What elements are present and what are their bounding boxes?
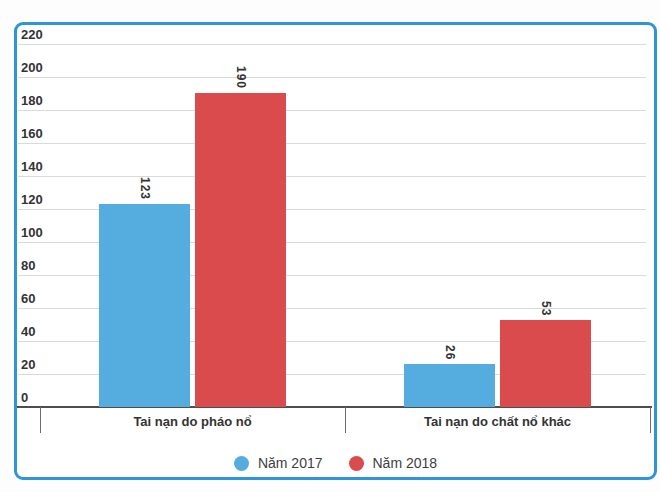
x-axis-tick: [650, 407, 651, 433]
y-axis-label: 80: [21, 258, 35, 273]
bar[interactable]: [500, 320, 591, 407]
gridline: [18, 110, 646, 111]
legend-item[interactable]: Năm 2017: [234, 455, 323, 471]
bar[interactable]: [99, 204, 190, 407]
value-label: 53: [539, 301, 553, 316]
gridline: [18, 44, 646, 45]
category-label: Tai nạn do pháo nổ: [40, 414, 345, 429]
legend-dot-icon: [349, 456, 364, 471]
gridline: [18, 143, 646, 144]
y-axis-label: 100: [21, 225, 43, 240]
legend-item[interactable]: Năm 2018: [349, 455, 438, 471]
legend-label: Năm 2017: [258, 455, 323, 471]
gridline: [18, 176, 646, 177]
bar[interactable]: [404, 364, 495, 407]
y-axis-label: 60: [21, 291, 35, 306]
y-axis-label: 0: [21, 390, 28, 405]
y-axis-label: 200: [21, 60, 43, 75]
legend-dot-icon: [234, 456, 249, 471]
legend: Năm 2017 Năm 2018: [17, 455, 654, 471]
y-axis-label: 180: [21, 93, 43, 108]
page: 0 20 40 60 80 100 120 140 160 180 200 220 Tai nạn do…: [0, 0, 660, 492]
y-axis-label: 140: [21, 159, 43, 174]
value-label: 26: [443, 345, 457, 360]
category-label: Tai nạn do chất nổ khác: [345, 414, 650, 429]
y-axis-label: 120: [21, 192, 43, 207]
value-label: 123: [138, 177, 152, 200]
plot-area: 0 20 40 60 80 100 120 140 160 180 200 220 Tai nạn do…: [17, 25, 654, 477]
value-label: 190: [234, 66, 248, 89]
y-axis-label: 160: [21, 126, 43, 141]
legend-label: Năm 2018: [373, 455, 438, 471]
bar[interactable]: [195, 93, 286, 407]
chart-card: 0 20 40 60 80 100 120 140 160 180 200 220 Tai nạn do…: [14, 22, 657, 480]
gridline: [18, 77, 646, 78]
y-axis-label: 40: [21, 324, 35, 339]
y-axis-label: 20: [21, 357, 35, 372]
y-axis-label: 220: [21, 27, 43, 42]
